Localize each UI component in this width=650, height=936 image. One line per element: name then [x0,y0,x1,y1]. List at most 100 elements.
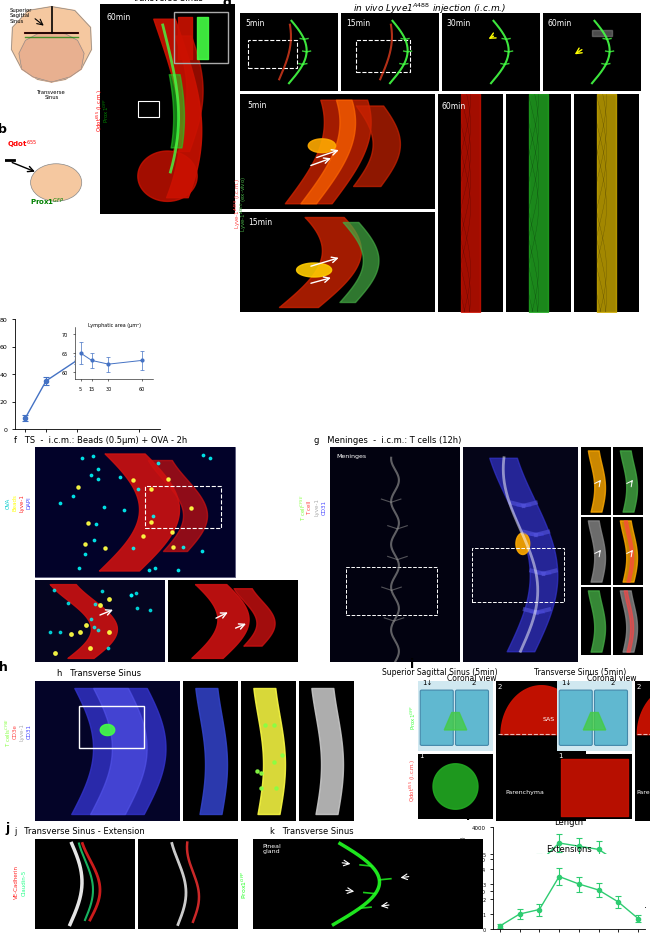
Polygon shape [308,139,335,154]
Text: Lyve-1: Lyve-1 [20,493,25,511]
Point [198,448,209,463]
Polygon shape [100,724,115,736]
Text: Qdot$^{655}$ (i.c.m.): Qdot$^{655}$ (i.c.m.) [408,757,418,800]
Point [150,561,161,576]
Y-axis label: # of lymphatic sprout
extensions: # of lymphatic sprout extensions [466,861,476,922]
Text: 60min: 60min [107,13,131,22]
Text: Coronal view: Coronal view [587,673,637,682]
Polygon shape [296,264,332,278]
Text: T cells$^{CFSE}$: T cells$^{CFSE}$ [3,717,12,746]
Polygon shape [444,712,467,730]
Point [128,473,138,488]
Text: 1: 1 [558,753,563,758]
Point [162,472,173,487]
Text: Lyve-1: Lyve-1 [20,723,25,740]
Title: Extensions: Extensions [546,844,592,854]
Point [119,504,129,519]
Text: j   Transverse Sinus - Extension: j Transverse Sinus - Extension [14,826,145,836]
Point [45,625,55,640]
Point [102,641,112,656]
Point [114,470,125,485]
Text: Lyve-1$^{A488}$ (i.c.m.): Lyve-1$^{A488}$ (i.c.m.) [233,179,243,229]
Point [260,717,270,732]
Text: Coronal view: Coronal view [447,673,497,682]
Point [196,544,207,559]
Text: CD3e: CD3e [12,724,18,739]
Polygon shape [12,7,92,83]
FancyBboxPatch shape [456,691,489,746]
Point [80,536,90,551]
Text: f   TS  -  i.c.m.: Beads (0.5μm) + OVA - 2h: f TS - i.c.m.: Beads (0.5μm) + OVA - 2h [14,436,187,445]
Point [62,596,73,611]
Point [148,508,158,523]
Text: h   Transverse Sinus: h Transverse Sinus [57,669,141,678]
Point [68,489,79,504]
Point [75,624,85,639]
Point [127,541,138,556]
Bar [174,13,228,64]
Point [276,748,287,763]
Text: Parenchyma: Parenchyma [505,789,544,794]
Text: Prox1$^{GFP}$: Prox1$^{GFP}$ [101,97,111,123]
Point [55,625,65,640]
Text: Superior Sagittal Sinus (5min): Superior Sagittal Sinus (5min) [382,667,498,677]
Text: Lyve-1: Lyve-1 [5,872,10,890]
Text: T cell$^{CFSE}$: T cell$^{CFSE}$ [298,494,307,520]
Point [186,502,196,517]
Polygon shape [433,764,478,810]
Point [88,448,98,463]
Point [83,516,94,531]
Text: Pineal
gland: Pineal gland [262,842,281,854]
Text: l: l [465,810,470,823]
Point [126,588,136,603]
Text: 2: 2 [611,680,616,685]
Text: j: j [5,821,9,834]
Text: CD31: CD31 [322,500,326,515]
Point [132,601,142,616]
Polygon shape [516,534,530,555]
Point [80,547,90,562]
Text: h: h [0,660,8,673]
FancyBboxPatch shape [421,691,453,746]
Point [96,584,107,599]
Point [92,623,103,638]
Point [269,755,280,770]
Point [50,646,60,661]
Point [138,529,148,544]
Text: 15min: 15min [248,218,272,227]
Point [146,516,157,531]
Text: Lyve-1$^{A660}$ (ex-vivo): Lyve-1$^{A660}$ (ex-vivo) [239,176,249,232]
Point [177,539,188,554]
Point [270,781,281,796]
Point [73,561,84,576]
Text: 1↓: 1↓ [561,680,571,685]
Point [126,588,136,603]
Text: T cell: T cell [307,500,313,514]
Point [153,456,163,471]
Title: Length: Length [554,817,584,826]
Text: Meninges: Meninges [337,454,367,459]
Y-axis label: Lymphatic length (μm): Lymphatic length (μm) [461,836,466,899]
Point [93,461,103,476]
Polygon shape [19,34,84,83]
Text: Prox1$^{GFP}$: Prox1$^{GFP}$ [30,197,64,209]
Text: Prox1$^{GFP}$: Prox1$^{GFP}$ [408,704,418,729]
Bar [138,101,159,118]
Bar [356,41,410,72]
Text: 15min: 15min [346,19,370,28]
Bar [472,548,564,602]
Text: Qdot$^{655}$ (i.c.m.): Qdot$^{655}$ (i.c.m.) [95,88,105,131]
FancyBboxPatch shape [559,691,592,746]
Point [85,468,96,483]
Text: d: d [222,0,231,9]
Text: Prox1$^{GFP}$: Prox1$^{GFP}$ [239,870,249,899]
Text: Qdot$^{655}$: Qdot$^{655}$ [7,139,37,151]
Text: 5min: 5min [248,101,267,110]
Text: Claudin-5: Claudin-5 [21,869,27,895]
Point [144,563,155,578]
Text: i: i [410,657,414,670]
Text: Lyve-1: Lyve-1 [315,498,320,516]
Text: 60min: 60min [548,19,572,28]
Point [104,625,114,640]
Bar [145,487,221,528]
